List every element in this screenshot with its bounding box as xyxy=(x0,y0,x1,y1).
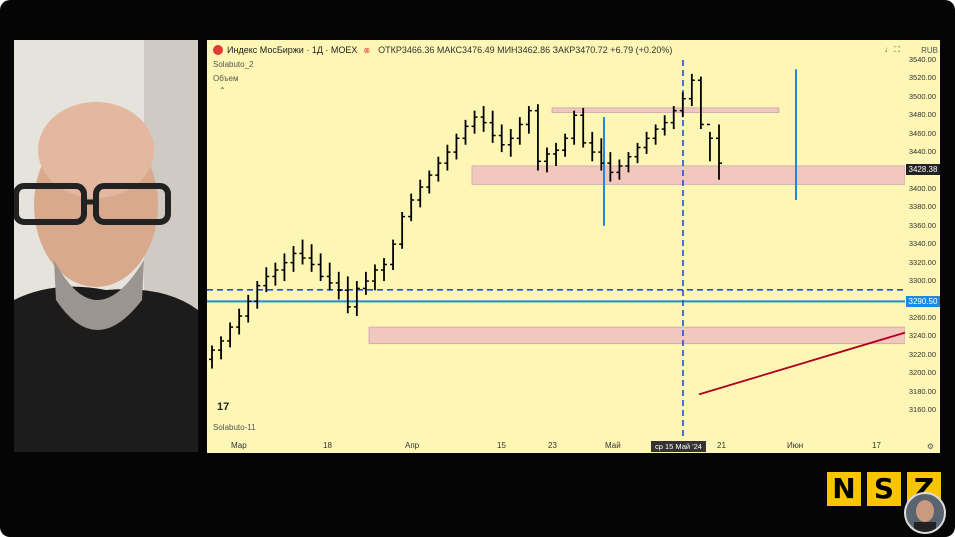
time-tick-label: Апр xyxy=(405,441,420,450)
tradingview-logo: 17 xyxy=(217,401,230,413)
bottom-indicator-label: Solabuto-11 xyxy=(213,423,256,432)
currency-label[interactable]: RUB xyxy=(921,46,938,55)
price-tick-label: 3400.00 xyxy=(908,183,936,193)
indicator-volume[interactable]: Объем xyxy=(213,74,239,83)
indicator-solabuto2[interactable]: Solabuto_2 xyxy=(213,60,254,69)
price-tick-label: 3440.00 xyxy=(908,147,936,157)
ohlc-readout: ОТКР3466.36 МАКС3476.49 МИН3462.86 ЗАКР3… xyxy=(378,45,673,55)
price-tick-label: 3480.00 xyxy=(908,110,936,120)
price-tick-label: 3360.00 xyxy=(908,220,936,230)
presenter-image xyxy=(14,40,198,452)
time-tick-label: Июн xyxy=(787,441,804,450)
symbol-icon xyxy=(213,45,223,55)
webcam-feed xyxy=(14,40,198,452)
price-tick-label: 3200.00 xyxy=(908,368,936,378)
time-tick-label: 15 xyxy=(497,441,506,450)
price-plot[interactable] xyxy=(207,40,905,439)
price-tick-label: 3540.00 xyxy=(908,55,936,64)
price-tick-label: 3240.00 xyxy=(908,331,936,341)
price-tick-label: 3300.00 xyxy=(908,276,936,286)
price-tick-label: 3160.00 xyxy=(908,405,936,414)
price-zone xyxy=(551,107,780,113)
channel-avatar xyxy=(904,492,946,534)
price-tick-label: 3320.00 xyxy=(908,257,936,267)
time-tick-label: 21 xyxy=(717,441,726,450)
time-tick-label: 23 xyxy=(548,441,557,450)
time-tick-label: 18 xyxy=(323,441,332,450)
price-tick-label: 3260.00 xyxy=(908,312,936,322)
chart-header: Индекс МосБиржи · 1Д · MOEX ⊗ ОТКР3466.3… xyxy=(207,40,940,60)
alert-icon[interactable]: ⊗ xyxy=(363,45,371,55)
price-tick-label: 3520.00 xyxy=(908,73,936,83)
price-zone xyxy=(368,326,905,345)
collapse-icon[interactable]: ⌃ xyxy=(219,86,226,95)
price-axis: 3540.00 3520.00 3500.00 3480.00 3460.00 3440.… xyxy=(905,40,940,453)
price-tick-label: 3460.00 xyxy=(908,128,936,138)
price-tick-label: 3180.00 xyxy=(908,386,936,396)
price-zone xyxy=(471,165,905,185)
fullscreen-icon[interactable]: ⛶ xyxy=(894,45,900,54)
brand-letter-s: S xyxy=(867,472,901,506)
settings-icon[interactable]: ⚙ xyxy=(926,442,934,451)
price-tick-label: 3220.00 xyxy=(908,349,936,359)
brand-letter-n: N xyxy=(827,472,861,506)
price-tick-label: 3340.00 xyxy=(908,239,936,249)
time-tick-label: 17 xyxy=(872,441,881,450)
last-price-tag: 3428.38 xyxy=(906,164,940,175)
download-icon[interactable]: ↓ xyxy=(884,45,888,54)
chart-panel[interactable]: Индекс МосБиржи · 1Д · MOEX ⊗ ОТКР3466.3… xyxy=(207,40,940,453)
crosshair-time-tag: ср 15 Май '24 xyxy=(651,441,706,452)
time-tick-label: Мар xyxy=(231,441,247,450)
price-tick-label: 3380.00 xyxy=(908,202,936,212)
trend-line xyxy=(698,331,905,396)
price-tick-label: 3500.00 xyxy=(908,91,936,101)
time-tick-label: Май xyxy=(605,441,621,450)
time-axis: Мар 18 Апр 15 23 Май 21 Июн 17 xyxy=(207,439,940,453)
crosshair-price-tag: 3290.50 xyxy=(906,296,940,307)
chart-title[interactable]: Индекс МосБиржи · 1Д · MOEX xyxy=(227,45,358,55)
